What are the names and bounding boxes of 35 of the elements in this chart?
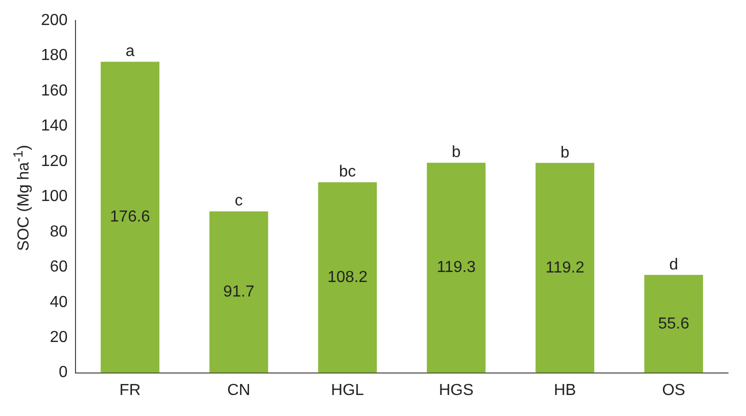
annotation: b <box>452 144 461 162</box>
y-tick-label: 40 <box>50 294 68 311</box>
bar <box>209 211 268 373</box>
y-tick-label: 180 <box>40 47 68 64</box>
y-tick-label: 60 <box>50 258 68 276</box>
bar <box>100 62 160 373</box>
y-tick-label: 160 <box>40 82 68 100</box>
y-tick-label: 0 <box>58 364 68 382</box>
annotation: b <box>560 144 570 162</box>
annotation: bc <box>339 164 356 181</box>
annotation: d <box>669 256 678 274</box>
y-tick-label: 20 <box>50 328 68 346</box>
data-label: 55.6 <box>658 315 690 332</box>
y-tick-label: 100 <box>40 188 68 206</box>
data-label: 176.6 <box>110 208 150 226</box>
annotation: c <box>234 192 243 210</box>
x-tick-label: FR <box>119 382 141 399</box>
bar <box>536 162 594 373</box>
data-label: 108.2 <box>327 268 368 286</box>
data-label: 91.7 <box>223 283 254 300</box>
y-tick-label: 140 <box>40 118 68 135</box>
x-tick-label: HGL <box>331 382 364 399</box>
y-tick-label: 80 <box>50 223 68 240</box>
x-tick-label: HGS <box>438 382 474 399</box>
bar <box>426 162 486 373</box>
x-tick-label: HB <box>554 382 576 399</box>
bar <box>644 274 703 373</box>
x-tick-label: CN <box>227 382 250 399</box>
data-label: 119.3 <box>436 259 476 276</box>
data-label: 119.2 <box>545 259 584 276</box>
y-tick-label: 200 <box>40 12 68 30</box>
y-tick-label: 120 <box>40 152 68 170</box>
x-tick-label: OS <box>662 382 686 399</box>
bar <box>318 182 377 373</box>
annotation: a <box>126 43 135 60</box>
